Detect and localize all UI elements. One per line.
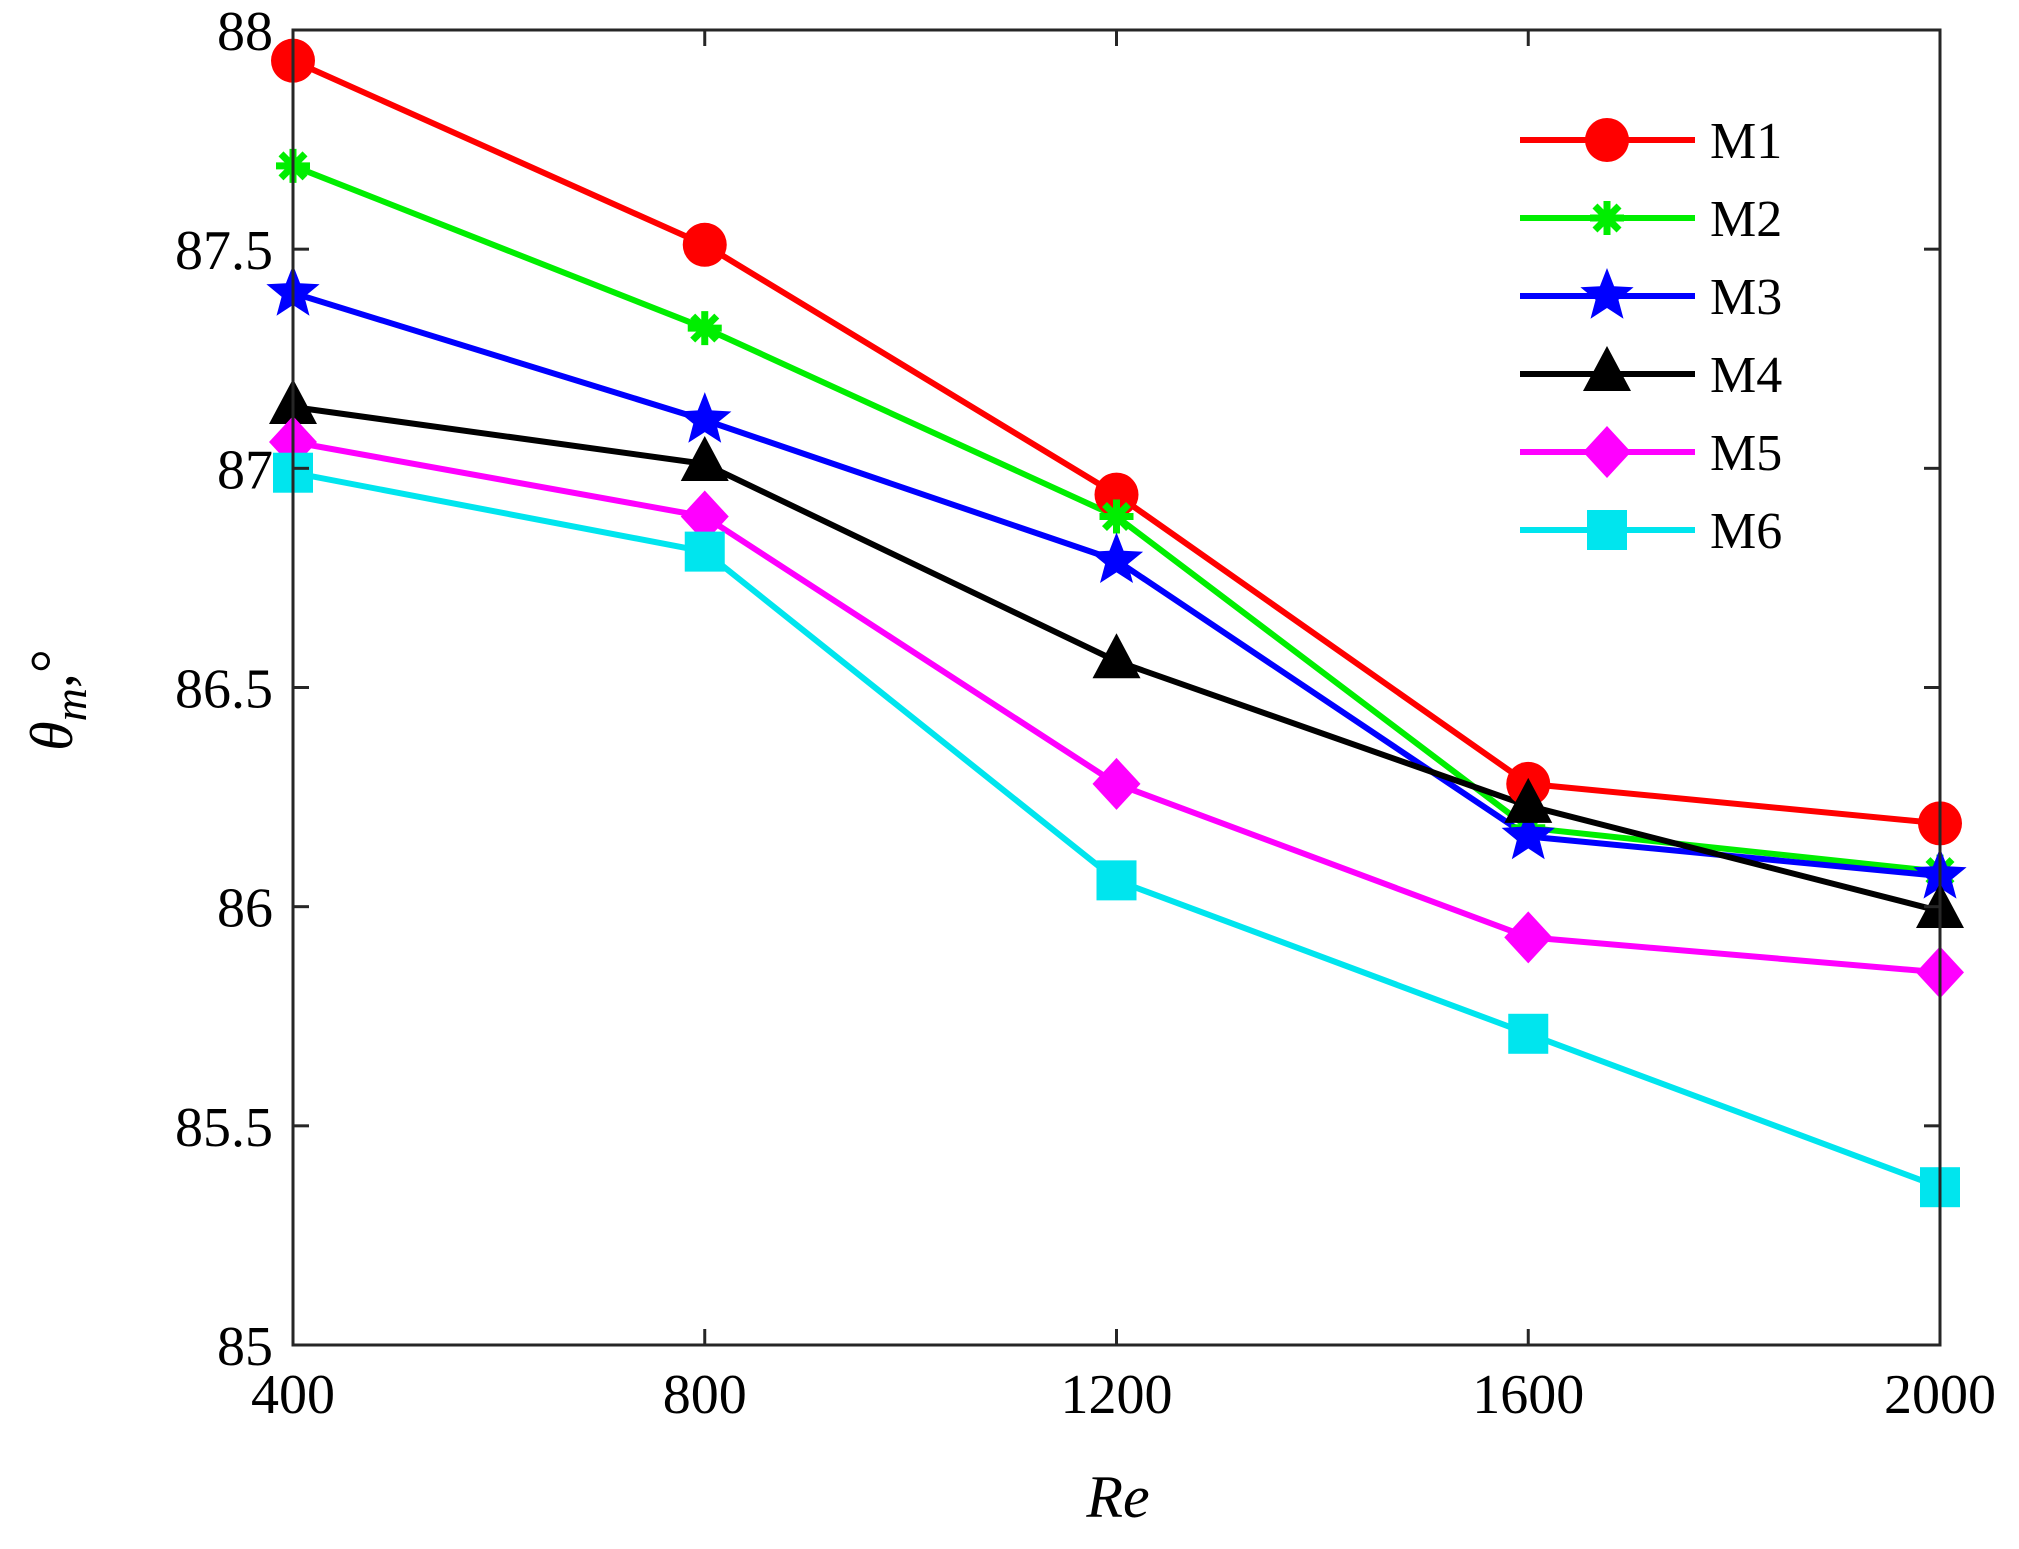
legend-marker-m2: [1590, 201, 1624, 235]
data-point-m4-1200: [1092, 633, 1141, 679]
data-point-m5-1600: [1504, 911, 1553, 964]
data-point-m3-1600: [1501, 808, 1555, 860]
data-point-m4-1600: [1504, 777, 1553, 823]
y-axis-title-symbol: θ: [19, 721, 85, 750]
legend-marker-m3: [1580, 268, 1634, 319]
y-tick-label-87: 87: [217, 439, 273, 501]
data-point-m3-1200: [1089, 532, 1144, 583]
data-point-m2-800: [687, 311, 722, 346]
legend-item-m1: M1: [1520, 113, 1782, 170]
data-point-m6-800: [684, 531, 725, 572]
y-axis-title-subscript: m: [45, 688, 96, 721]
plot-frame: [291, 28, 1942, 1347]
plot-area: [266, 38, 1967, 1208]
legend-marker-m1: [1585, 118, 1629, 162]
legend-label-m4: M4: [1710, 347, 1782, 404]
axes: 400 800 1200 1600 2000 85 85.5 86 86.5 87 87.5 88: [175, 1, 1996, 1426]
legend-marker-m4: [1583, 346, 1631, 391]
y-axis-title-suffix: ,°: [19, 649, 85, 688]
data-point-m6-1600: [1508, 1013, 1549, 1054]
legend-label-m2: M2: [1710, 191, 1782, 248]
legend-label-m1: M1: [1710, 113, 1782, 170]
legend-marker-m5: [1583, 426, 1631, 478]
legend-item-m6: M6: [1520, 503, 1782, 560]
y-tick-label-85: 85: [217, 1316, 273, 1378]
legend-label-m6: M6: [1710, 503, 1782, 560]
legend-item-m3: M3: [1520, 268, 1782, 326]
x-tick-label-2000: 2000: [1884, 1364, 1996, 1426]
x-tick-label-400: 400: [251, 1364, 335, 1426]
y-tick-label-86.5: 86.5: [175, 659, 273, 721]
y-tick-label-86: 86: [217, 878, 273, 940]
legend-item-m5: M5: [1520, 425, 1782, 482]
data-point-m4-800: [680, 435, 729, 481]
data-point-m5-1200: [1092, 757, 1141, 810]
y-tick-label-87.5: 87.5: [175, 220, 273, 282]
legend-label-m5: M5: [1710, 425, 1782, 482]
data-point-m5-800: [680, 490, 729, 543]
legend-label-m3: M3: [1710, 269, 1782, 326]
y-axis-title: θm,°: [19, 649, 96, 751]
x-tick-label-1600: 1600: [1472, 1364, 1584, 1426]
data-point-m6-1200: [1096, 860, 1137, 901]
y-tick-label-85.5: 85.5: [175, 1097, 273, 1159]
data-point-m1-800: [682, 222, 727, 267]
y-tick-label-88: 88: [217, 1, 273, 63]
data-point-m3-800: [678, 392, 732, 443]
legend-item-m2: M2: [1520, 191, 1782, 248]
legend: M1 M2 M3 M4 M5 M6: [1520, 113, 1782, 560]
legend-item-m4: M4: [1520, 346, 1782, 404]
x-tick-label-1200: 1200: [1061, 1364, 1173, 1426]
x-tick-label-800: 800: [663, 1364, 747, 1426]
x-axis-title: Re: [1085, 1464, 1149, 1530]
legend-marker-m6: [1587, 510, 1627, 550]
data-point-m2-1200: [1099, 499, 1134, 534]
series-line-m6: [292, 469, 1942, 1191]
